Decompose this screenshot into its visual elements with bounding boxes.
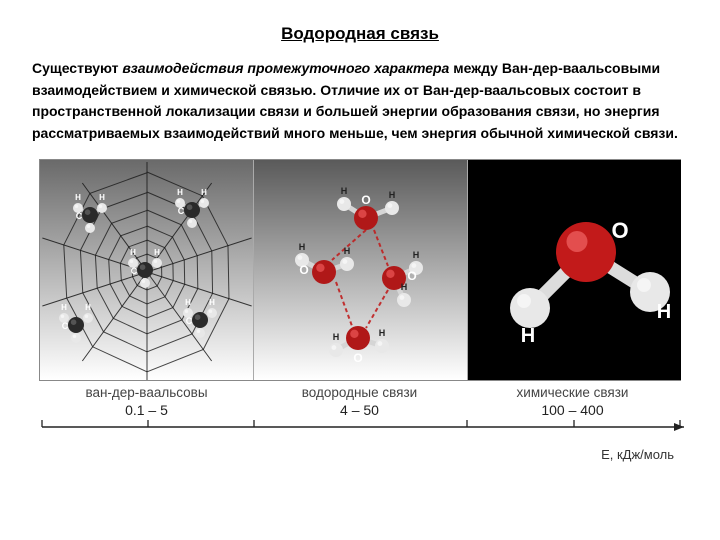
svg-text:O: O (611, 218, 628, 243)
panel-hbond: HHOHHOHHOHHO (253, 160, 467, 380)
svg-text:H: H (413, 250, 420, 260)
svg-text:H: H (299, 242, 306, 252)
panel-chemical: O H H (467, 160, 681, 380)
energy-axis: E, кДж/моль (40, 420, 680, 462)
svg-text:H: H (341, 186, 348, 196)
page-title: Водородная связь (32, 24, 688, 44)
svg-text:H: H (99, 193, 105, 202)
svg-text:H: H (521, 325, 535, 347)
svg-text:H: H (61, 303, 67, 312)
range-chemical: 100 – 400 (466, 400, 679, 418)
para-text-em: взаимодействия промежуточного характера (122, 60, 449, 76)
diagram-panels: HHHCHHHCHHHCHHHCHHHC HHOHHOHHOHHO OHH (39, 159, 681, 381)
svg-text:H: H (333, 332, 340, 342)
svg-text:O: O (353, 351, 362, 365)
intro-paragraph: Существуют взаимодействия промежуточного… (32, 58, 688, 145)
panel-vdw: HHHCHHHCHHHCHHHCHHHC (40, 160, 253, 380)
svg-text:O: O (407, 269, 416, 283)
para-text-a: Существуют (32, 60, 122, 76)
svg-text:H: H (389, 190, 396, 200)
svg-text:C: C (62, 321, 69, 331)
svg-text:H: H (379, 328, 386, 338)
panel-ranges: 0.1 – 5 4 – 50 100 – 400 (40, 400, 680, 418)
svg-text:C: C (178, 206, 185, 216)
svg-text:C: C (76, 211, 83, 221)
svg-text:H: H (154, 248, 160, 257)
svg-text:H: H (130, 248, 136, 257)
svg-text:H: H (201, 188, 207, 197)
panel-captions: ван-дер-ваальсовы водородные связи химич… (40, 381, 680, 400)
svg-text:H: H (185, 298, 191, 307)
range-vdw: 0.1 – 5 (40, 400, 253, 418)
svg-text:H: H (177, 188, 183, 197)
caption-chemical: химические связи (466, 381, 679, 400)
svg-text:H: H (85, 303, 91, 312)
svg-text:H: H (344, 246, 351, 256)
svg-text:O: O (299, 263, 308, 277)
svg-text:H: H (401, 282, 408, 292)
caption-hbond: водородные связи (253, 381, 466, 400)
svg-text:H: H (75, 193, 81, 202)
svg-text:C: C (131, 266, 138, 276)
svg-text:C: C (186, 316, 193, 326)
svg-text:H: H (657, 301, 671, 323)
svg-text:O: O (361, 193, 370, 207)
svg-text:H: H (209, 298, 215, 307)
range-hbond: 4 – 50 (253, 400, 466, 418)
caption-vdw: ван-дер-ваальсовы (40, 381, 253, 400)
axis-label: E, кДж/моль (40, 447, 680, 462)
